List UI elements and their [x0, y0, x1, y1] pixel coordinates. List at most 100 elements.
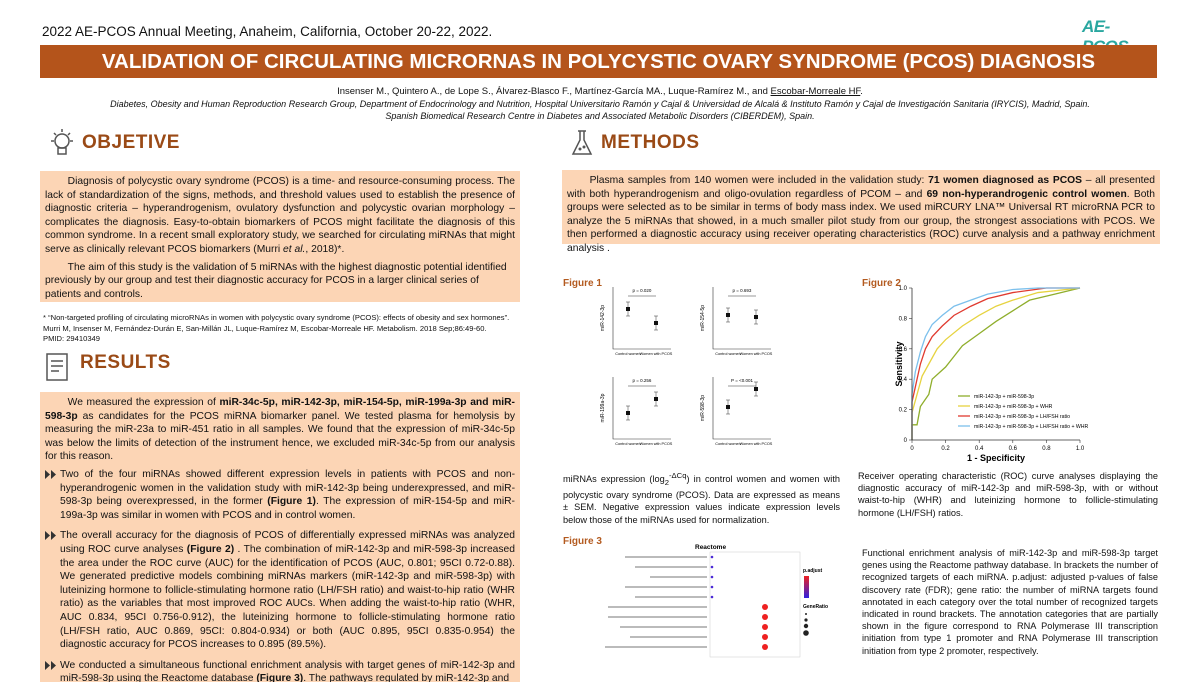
author-link: Escobar-Morreale HF [770, 86, 861, 97]
mean-point [626, 307, 630, 311]
text: Two of the four miRNAs showed different … [60, 468, 515, 508]
affiliations: Diabetes, Obesity and Human Reproduction… [0, 98, 1200, 122]
text: miRNAs expression (log [563, 474, 665, 485]
y-label: miR-199a-3p [600, 393, 606, 422]
roc-curve [912, 288, 1080, 440]
legend-label: miR-142-3p + miR-598-3p [974, 394, 1034, 400]
x-tick-label: 1.0 [1076, 446, 1085, 452]
text: (Figure 1) [267, 496, 316, 508]
text: 71 women diagnosed as PCOS [928, 175, 1083, 186]
results-box: We measured the expression of miR-34c-5p… [40, 392, 520, 682]
p-value: p = 0.020 [633, 288, 652, 293]
authors: Insenser M., Quintero A., de Lope S., Ál… [0, 86, 1200, 97]
figure-caption: miRNAs expression (log2-ΔCq) in control … [563, 470, 840, 526]
bullet-icon [45, 469, 56, 479]
roc-curve [912, 288, 1080, 440]
bullet: Two of the four miRNAs showed different … [45, 468, 515, 522]
pathway-labels [605, 556, 707, 648]
text: 2 [664, 477, 669, 487]
title: VALIDATION OF CIRCULATING MICRORNAS IN P… [40, 45, 1157, 78]
figure-2: 00 0.2 0.2 0.4 0.4 0.6 0.6 0.8 0.8 1.0 1.0 1 - Spec… [890, 280, 1090, 465]
y-tick-label: 1.0 [899, 286, 908, 292]
legend-label: miR-142-3p + miR-598-3p + LH/FSH ratio +… [974, 424, 1089, 430]
dots [710, 555, 714, 599]
axis [712, 287, 771, 350]
mean-point [754, 387, 758, 391]
group-label: Control women [615, 442, 641, 446]
y-tick-label: 0.6 [899, 347, 908, 353]
x-tick-label: 0 [910, 446, 914, 452]
p-value: P = <0.001 [731, 378, 753, 383]
figure-3: Reactome p.adjust GeneRatio [605, 544, 828, 658]
bullet-icon [45, 660, 56, 670]
axis [612, 377, 671, 440]
y-label: miR-154-5p [700, 305, 706, 331]
legend-title: GeneRatio [803, 604, 828, 610]
text: et al. [283, 243, 306, 255]
section-heading: RESULTS [80, 352, 171, 373]
section-heading: METHODS [601, 132, 700, 153]
p-value: p = 0.693 [733, 288, 752, 293]
group-label: Control women [715, 352, 741, 356]
x-axis-label: 1 - Specificity [967, 453, 1025, 463]
color-scale [804, 576, 809, 598]
paragraph: Plasma samples from 140 women were inclu… [567, 174, 1155, 256]
roc-curves [912, 288, 1080, 440]
doc-icon [46, 353, 68, 381]
group-label: Women with PCOS [740, 442, 773, 446]
x-tick-label: 0.8 [1042, 446, 1051, 452]
mean-point [654, 321, 658, 325]
size-legend [803, 613, 809, 636]
bullet-text: The overall accuracy for the diagnosis o… [60, 529, 515, 651]
footnote-line: Murri M, Insenser M, Fernández-Durán E, … [43, 323, 487, 333]
bulb-icon [51, 129, 73, 155]
affiliation: Spanish Biomedical Research Centre in Di… [385, 111, 815, 121]
text: The overall accuracy for the diagnosis o… [60, 530, 515, 555]
authors-text: . [860, 86, 863, 97]
figure-label: Figure 1 [563, 278, 602, 289]
figure-caption: Receiver operating characteristic (ROC) … [858, 471, 1158, 518]
bullet-text: We conducted a simultaneous functional e… [60, 659, 515, 682]
group-label: Women with PCOS [640, 352, 673, 356]
text: – all presented with both hyperandrogeni… [567, 175, 1155, 200]
y-axis-label: Sensitivity [894, 341, 904, 386]
text: -ΔCq [669, 471, 687, 480]
text: We measured the expression of [67, 397, 220, 408]
roc-curve [912, 288, 1080, 440]
y-tick-label: 0 [904, 438, 908, 444]
text: . Both groups were selected as to be sim… [567, 188, 1156, 254]
text: ) in control women and women with polycy… [563, 474, 840, 525]
footnote-line: PMID: 29410349 [43, 334, 100, 343]
bullet-icon [45, 531, 56, 541]
mean-point [626, 411, 630, 415]
paragraph: Diagnosis of polycystic ovary syndrome (… [45, 175, 515, 257]
affiliation: Diabetes, Obesity and Human Reproduction… [110, 99, 1090, 109]
group-label: Control women [715, 442, 741, 446]
figure-label: Figure 2 [862, 278, 901, 289]
bullet: The overall accuracy for the diagnosis o… [45, 529, 515, 651]
text: Plasma samples from 140 women were inclu… [589, 175, 929, 186]
footnote-line: * “Non-targeted profiling of circulating… [43, 313, 510, 322]
y-label: miR-598-3p [700, 395, 706, 421]
flask-icon [571, 130, 593, 155]
text: as candidates for the PCOS miRNA biomark… [45, 410, 515, 463]
y-label: miR-142-3p [600, 305, 606, 331]
y-tick-label: 0.2 [899, 408, 908, 414]
mean-point [726, 405, 730, 409]
legend-title: p.adjust [803, 568, 823, 574]
text: Diagnosis of polycystic ovary syndrome (… [45, 176, 515, 255]
section-heading: OBJETIVE [82, 132, 180, 153]
logo: AE-PCOS [1082, 17, 1129, 56]
text: . The combination of miR-142-3p and miR-… [60, 543, 516, 651]
paragraph: The aim of this study is the validation … [45, 261, 515, 302]
x-tick-label: 0.2 [941, 446, 950, 452]
group-label: Women with PCOS [640, 442, 673, 446]
x-tick-label: 0.4 [975, 446, 984, 452]
text: , 2018)*. [305, 243, 345, 255]
group-label: Control women [615, 352, 641, 356]
legend-label: miR-142-3p + miR-598-3p + LH/FSH ratio [974, 414, 1070, 420]
mean-point [754, 315, 758, 319]
footnote: * “Non-targeted profiling of circulating… [43, 313, 523, 345]
